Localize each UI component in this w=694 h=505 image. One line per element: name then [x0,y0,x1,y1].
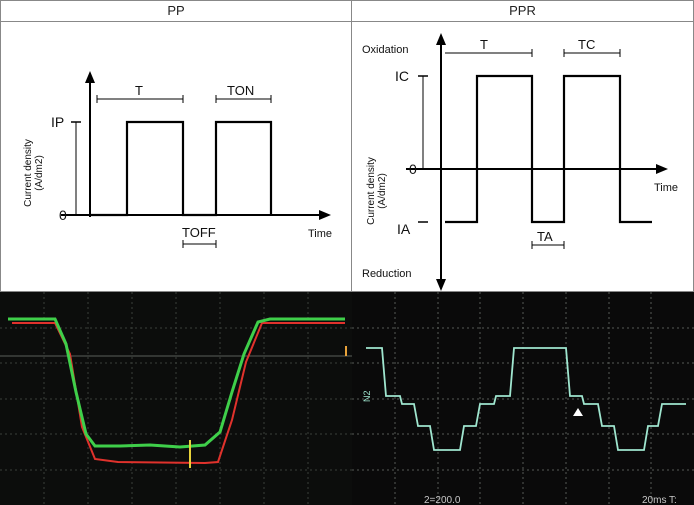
ppr-y-axis-label-line1: Current density [366,157,377,225]
oscilloscope-ppr-capture: N2 2=200.0 20ms T: [352,292,694,505]
ppr-y-axis-arrow-down [436,279,446,291]
pp-title: PP [1,1,351,22]
ppr-diagram-panel: PPR Oxi [352,0,694,292]
pp-off-time-label: TOFF [182,225,216,240]
pp-on-time-label: TON [227,83,254,98]
oscilloscope-ppr-readout-left: 2=200.0 [424,495,461,505]
ppr-x-axis-label: Time [654,182,678,194]
pp-pulse-train [90,120,273,217]
ppr-reduction-label: Reduction [362,268,412,280]
pp-waveform-svg: T TON TOFF IP 0 Time Current density (A/… [23,71,332,248]
ppr-oxidation-label: Oxidation [362,44,408,56]
oscilloscope-ppr-svg: N2 2=200.0 20ms T: [352,292,694,505]
ppr-y-axis-arrow-up [436,33,446,45]
pp-y-axis-label-line2: (A/dm2) [34,155,45,191]
oscilloscope-pp-svg [0,292,352,505]
oscilloscope-ppr-trace [366,347,686,451]
oscilloscope-pp-capture [0,292,352,505]
pp-y-axis-label-line1: Current density [23,139,34,207]
pp-x-axis-arrow [319,210,331,220]
pp-x-axis-label: Time [308,228,332,240]
pp-zero-label: 0 [59,207,67,223]
ppr-title: PPR [352,1,693,22]
oscilloscope-pp-trace-green [8,317,345,449]
pp-ip-label: IP [51,114,64,130]
oscilloscope-ppr-grid [352,292,694,505]
ppr-waveform-svg: Oxidation Reduction T TC TA IC 0 IA Time… [362,33,678,291]
ppr-period-label: T [480,37,488,52]
ppr-ia-label: IA [397,221,411,237]
oscilloscope-pp-grid [0,292,352,505]
ppr-anodic-label: TA [537,229,553,244]
pp-period-label: T [135,83,143,98]
ppr-ic-label: IC [395,68,409,84]
pp-y-axis-arrow [85,71,95,83]
pp-diagram-panel: PP T TON [0,0,352,292]
ppr-pulse-train [445,74,652,224]
oscilloscope-ppr-channel-mark: N2 [362,390,372,402]
oscilloscope-pp-trace-red [12,322,345,465]
ppr-cathodic-label: TC [578,37,595,52]
oscilloscope-ppr-cursor-icon [573,408,583,416]
oscilloscope-ppr-readout-right: 20ms T: [642,495,677,505]
ppr-x-axis-arrow [656,164,668,174]
ppr-zero-label: 0 [409,161,417,177]
ppr-y-axis-label-line2: (A/dm2) [377,173,388,209]
